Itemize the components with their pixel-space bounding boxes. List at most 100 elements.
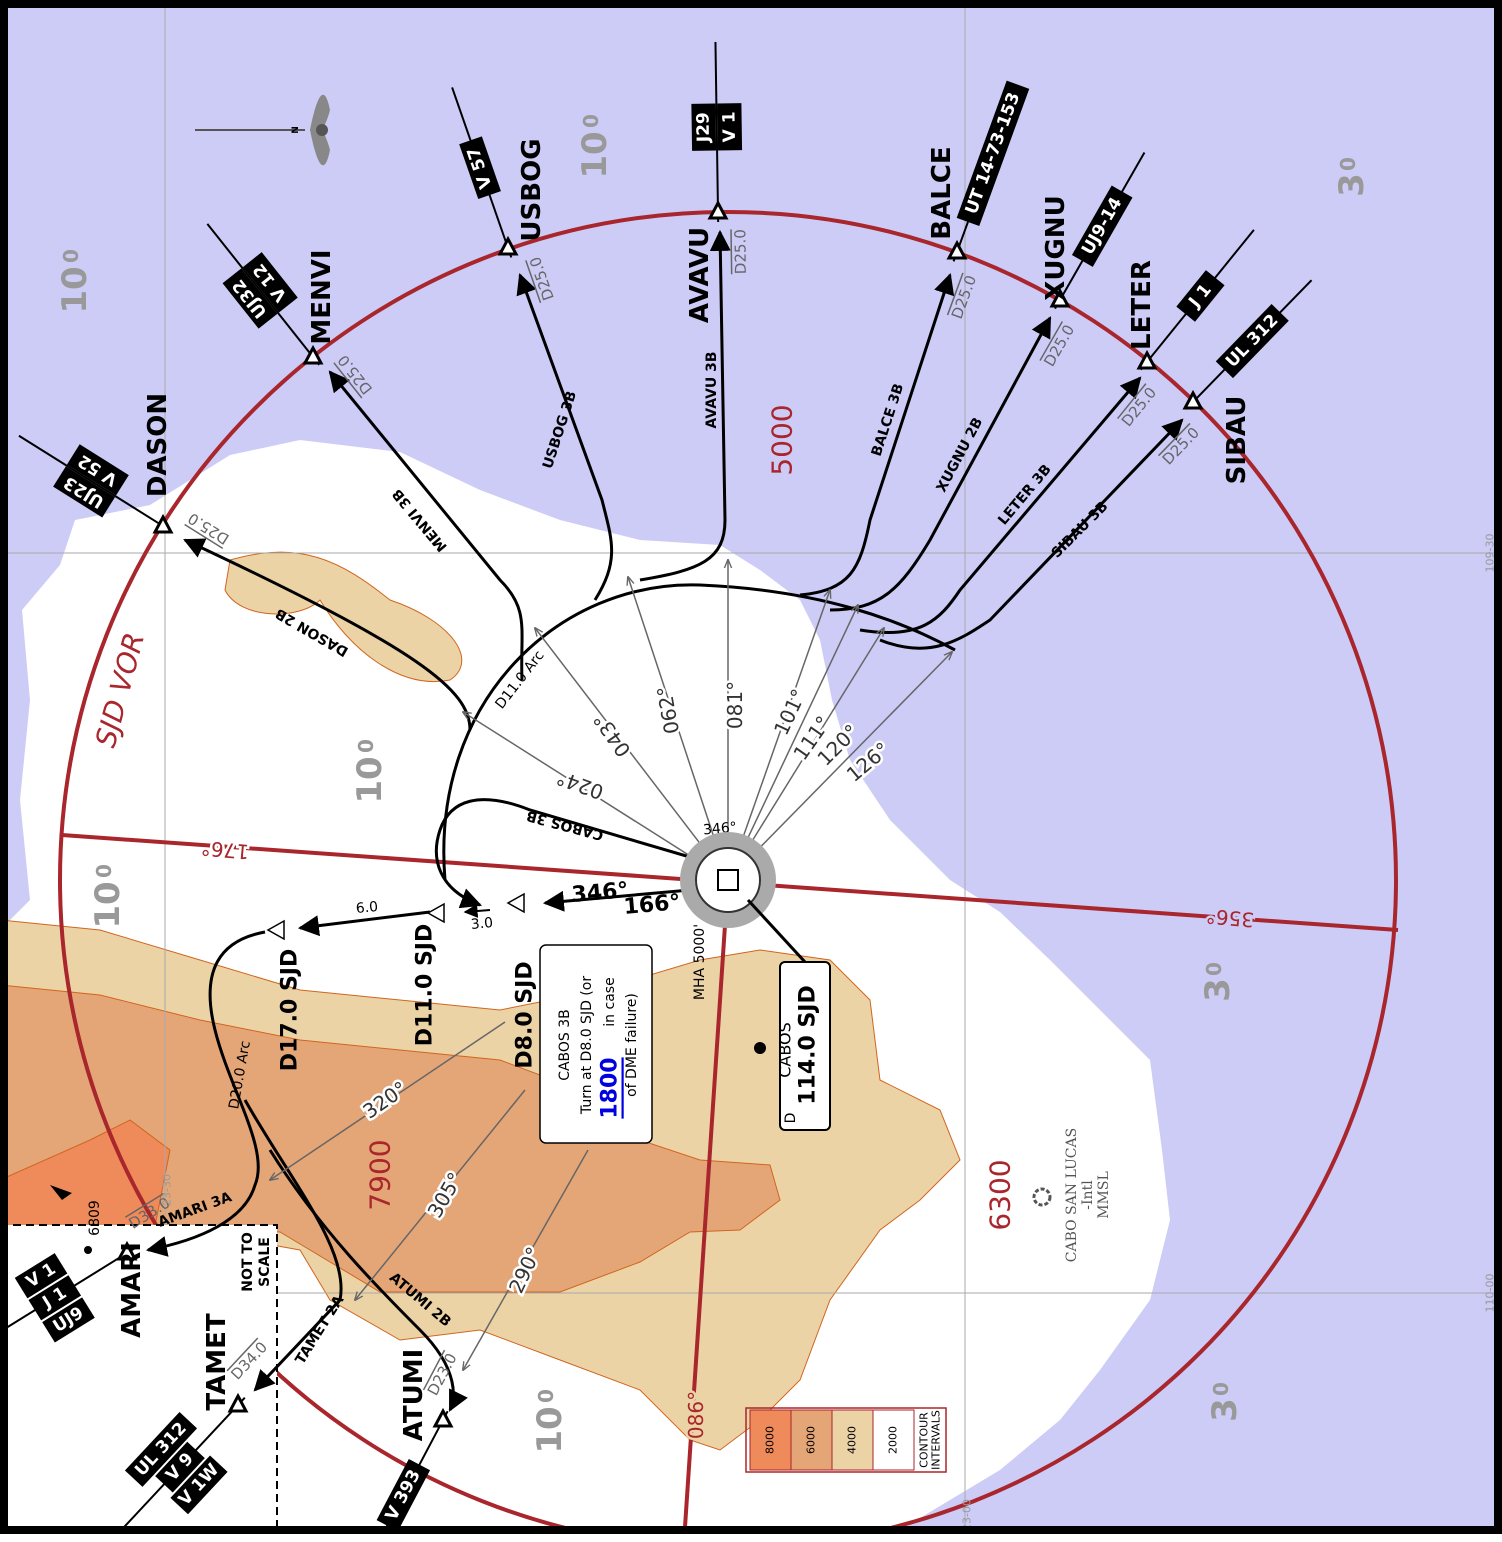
- airway-box: [956, 80, 1030, 227]
- fix-label: D8.0 SJD: [513, 961, 538, 1068]
- radial-line: [355, 1089, 526, 1300]
- grid-mora: 10: [530, 1406, 570, 1453]
- airway-box: [1071, 185, 1133, 267]
- waypoint-symbol: [707, 199, 729, 220]
- waypoint-symbol: [1182, 389, 1204, 410]
- navaid-dme: D: [783, 1113, 799, 1124]
- course-label: 166°: [623, 890, 682, 920]
- legend-swatch: [790, 1409, 833, 1471]
- north-label: N: [291, 126, 301, 134]
- navaid-icon: [754, 1042, 766, 1054]
- airway-box: [1176, 270, 1225, 322]
- radial-line: [463, 1149, 589, 1370]
- range-circle: [58, 210, 1398, 1530]
- airway-label: V 1: [719, 111, 739, 142]
- legend-title: INTERVALS: [930, 1410, 943, 1470]
- legend-label: 8000: [764, 1426, 777, 1454]
- legend-swatch: [749, 1409, 792, 1471]
- radial-line: [742, 590, 830, 838]
- peak-arrow: [50, 1185, 72, 1200]
- airway-box: [1215, 304, 1289, 379]
- note-altitude: 1800: [598, 1057, 623, 1118]
- waypoint-name: AVAVU: [685, 227, 715, 323]
- waypoint-symbol: [116, 1240, 138, 1261]
- waypoint-name: AMARI: [117, 1242, 147, 1338]
- airway-box: [376, 1459, 431, 1530]
- route: [829, 316, 1052, 612]
- radial-line: [759, 652, 952, 849]
- spot-dot: [84, 1246, 92, 1254]
- inbound-leg: [297, 910, 431, 937]
- legend-label: 6000: [805, 1426, 818, 1454]
- airway-box: [170, 1455, 228, 1515]
- route: [799, 273, 955, 597]
- airport-symbol: [1032, 1187, 1052, 1207]
- fix-symbol: [426, 902, 445, 924]
- vor-rose: [695, 847, 761, 913]
- airway-box: [124, 1411, 198, 1487]
- waypoint-symbol: [152, 513, 174, 534]
- grid-mora: 10: [350, 756, 390, 803]
- legend-frame: [745, 1407, 947, 1473]
- waypoint-name: MENVI: [307, 249, 337, 344]
- note-text: in case: [602, 977, 618, 1026]
- waypoint-name: DASON: [143, 393, 173, 497]
- airway-box: [717, 103, 743, 151]
- fix-symbol: [506, 892, 525, 914]
- airway-box: [66, 444, 129, 496]
- inset-note: NOT TO: [240, 1232, 256, 1292]
- legend-label: 4000: [846, 1426, 859, 1454]
- radial-line: [628, 577, 715, 838]
- leg-distance: 3.0: [470, 915, 494, 933]
- fix-label: D17.0 SJD: [278, 949, 303, 1072]
- note-text: Turn at D8.0 SJD (or: [579, 976, 595, 1115]
- grid-mora-small: 0: [534, 1389, 558, 1403]
- coordinate-label: 110-00: [1484, 1274, 1497, 1313]
- route: [268, 1149, 468, 1412]
- waypoint-symbol: [302, 344, 324, 365]
- waypoint-name: TAMET: [202, 1313, 232, 1410]
- navaid-leader: [746, 898, 807, 964]
- msa-altitude: 7900: [364, 1139, 397, 1210]
- msa-altitude: 5000: [766, 404, 799, 475]
- distance-label: D25.0: [731, 229, 750, 274]
- inbound-leg: [542, 888, 691, 912]
- airport-suffix: -Intl: [1080, 1180, 1096, 1210]
- waypoint-symbol: [946, 239, 968, 260]
- waypoint-name: XUGNU: [1041, 195, 1071, 300]
- waypoint-symbol: [497, 235, 519, 256]
- grid-mora: 10: [88, 881, 128, 928]
- waypoint-symbol: [432, 1407, 454, 1428]
- sector-line: [682, 879, 730, 1530]
- radial-line: [535, 628, 702, 845]
- radial-line: [751, 628, 884, 843]
- grid-mora-small: 0: [1209, 1382, 1233, 1396]
- course-label: 346°: [571, 878, 630, 908]
- terrain-6000: [8, 985, 781, 1293]
- grid-mora: 10: [575, 131, 615, 178]
- leg-distance: 6.0: [355, 899, 379, 917]
- route: [516, 273, 614, 601]
- legend-label: 2000: [887, 1426, 900, 1454]
- route: [328, 370, 524, 681]
- spot-elevation: 6809: [87, 1200, 103, 1236]
- navaid-frequency: 114.0 SJD: [796, 985, 821, 1105]
- airway-box: [53, 466, 116, 518]
- airport-name: CABO SAN LUCAS: [1064, 1128, 1080, 1262]
- radial-label: 081°: [723, 681, 747, 729]
- route: [145, 930, 266, 1257]
- grid-mora-small: 0: [92, 864, 116, 878]
- waypoint-name: BALCE: [927, 146, 957, 239]
- legend-title: CONTOUR: [918, 1412, 931, 1468]
- waypoint-symbol: [1049, 287, 1071, 308]
- coordinate-label: 109-30: [1484, 534, 1497, 573]
- coordinate-label: 23-30: [161, 1174, 174, 1206]
- radial-line: [463, 712, 691, 857]
- grid-mora-small: 0: [579, 114, 603, 128]
- waypoint-name: USBOG: [517, 138, 547, 241]
- airway-label: J29: [694, 112, 714, 143]
- airway-box: [14, 1253, 68, 1299]
- fix-label: D11.0 SJD: [413, 924, 438, 1047]
